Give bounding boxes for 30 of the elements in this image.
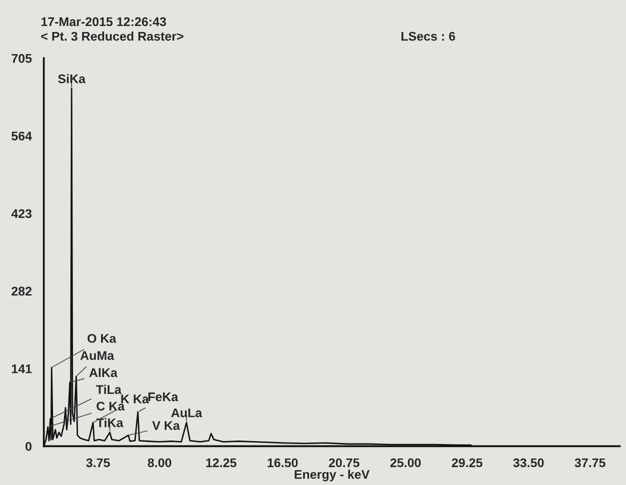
x-axis-title: Energy - keV xyxy=(294,470,370,482)
y-tick-label: 705 xyxy=(12,54,32,63)
x-tick-label: 29.25 xyxy=(452,458,482,468)
x-tick-label: 12.25 xyxy=(206,458,236,468)
y-tick-label: 0 xyxy=(26,442,32,451)
x-tick-label: 25.00 xyxy=(390,458,421,468)
annotation: AlKa xyxy=(89,368,118,378)
y-tick-label: 423 xyxy=(11,209,32,218)
annotation: FeKa xyxy=(148,392,178,402)
chart-subtitle: < Pt. 3 Reduced Raster> xyxy=(41,32,184,41)
annotation: AuMa xyxy=(80,351,114,360)
annotation: O Ka xyxy=(88,334,116,343)
annotation: V Ka xyxy=(152,421,180,430)
y-tick-label: 141 xyxy=(12,364,32,374)
text: LSecs : 6 xyxy=(401,32,456,41)
x-tick-label: 16.50 xyxy=(268,458,298,468)
x-tick-label: 3.75 xyxy=(86,458,110,468)
x-tick-label: 8.00 xyxy=(148,458,172,468)
annotation: TiLa xyxy=(96,384,122,394)
annotation: C Ka xyxy=(96,402,125,411)
chart-title: 17-Mar-2015 12:26:43 xyxy=(41,17,166,26)
x-tick-label: 33.50 xyxy=(513,458,544,468)
annotation: AuLa xyxy=(171,408,202,418)
annotation: SiKa xyxy=(58,74,86,84)
y-tick-label: 564 xyxy=(12,132,32,140)
x-tick-label: 37.75 xyxy=(574,458,606,468)
annotation: K Ka xyxy=(121,394,150,404)
y-tick-label: 282 xyxy=(12,286,32,296)
annotation: TiKa xyxy=(96,418,124,428)
x-tick-label: 20.75 xyxy=(328,458,360,468)
